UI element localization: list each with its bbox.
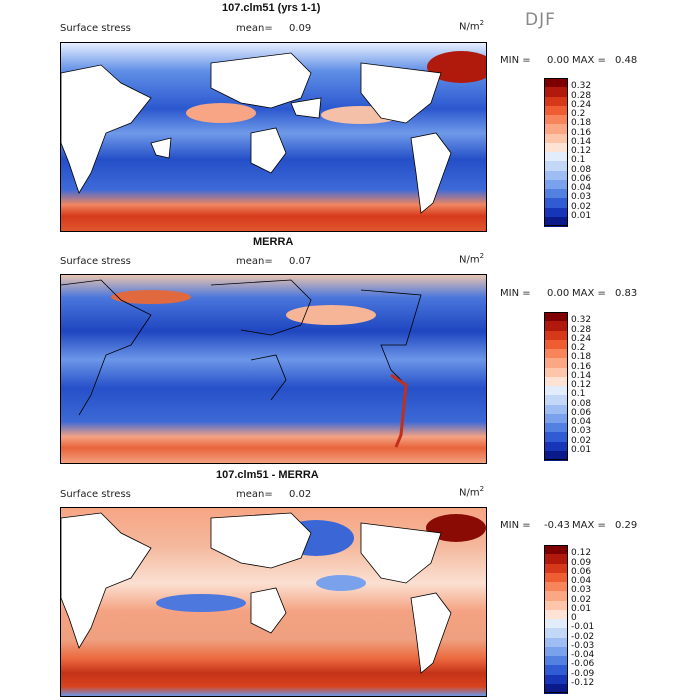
colorbar-tick-label: 0.2 — [571, 343, 586, 353]
panel-3-max-value: 0.29 — [615, 520, 638, 531]
panel-3-mean-value: 0.02 — [289, 489, 312, 500]
colorbar-tick-label: 0.04 — [571, 183, 592, 193]
colorbar-tick-label: 0.1 — [571, 155, 586, 166]
colorbar-tick-label: 0.24 — [571, 333, 592, 344]
colorbar-tick-label: 0.28 — [571, 90, 592, 101]
panel-3-map-svg — [61, 508, 486, 696]
colorbar-tick-label: 0.04 — [571, 576, 592, 586]
colorbar-swatch — [544, 450, 568, 461]
colorbar-tick-label: -0.09 — [571, 668, 595, 679]
colorbar-tick-label: -0.04 — [571, 650, 595, 660]
panel-1-units: N/m2 — [459, 19, 485, 33]
colorbar-swatch — [544, 216, 568, 227]
colorbar-tick-label: -0.12 — [571, 677, 595, 688]
colorbar-tick-label: 0.04 — [571, 417, 592, 427]
panel-1-mean-label: mean= — [236, 23, 273, 34]
panel-3-min-label: MIN = — [500, 520, 531, 531]
colorbar-tick-label: 0.16 — [571, 127, 592, 138]
colorbar-tick-label: 0.1 — [571, 389, 586, 400]
colorbar-tick-label: 0.03 — [571, 426, 592, 437]
panel-1-map — [60, 42, 487, 232]
colorbar-tick-label: -0.02 — [571, 631, 595, 642]
panel-1-map-svg — [61, 43, 486, 231]
colorbar-tick-label: 0.14 — [571, 136, 592, 147]
colorbar-tick-label: 0.01 — [571, 210, 592, 221]
panel-2-max-value: 0.83 — [615, 288, 638, 299]
panel-1-title: 107.clm51 (yrs 1-1) — [222, 2, 321, 14]
panel-1-max-label: MAX = — [572, 55, 606, 66]
panel-3-title: 107.clm51 - MERRA — [216, 469, 319, 481]
colorbar-tick-label: 0.06 — [571, 407, 592, 418]
panel-1-variable: Surface stress — [60, 23, 131, 34]
panel-1-max-value: 0.48 — [615, 55, 638, 66]
panel-3-variable: Surface stress — [60, 489, 131, 500]
panel-2-units: N/m2 — [459, 252, 485, 266]
panel-1-colorbar — [544, 78, 568, 227]
panel-2-min-label: MIN = — [500, 288, 531, 299]
colorbar-tick-label: 0.08 — [571, 164, 592, 175]
panel-1-mean-value: 0.09 — [289, 23, 312, 34]
panel-2-colorbar — [544, 312, 568, 461]
colorbar-tick-label: -0.03 — [571, 640, 595, 651]
panel-2-variable: Surface stress — [60, 256, 131, 267]
colorbar-tick-label: 0.12 — [571, 548, 592, 559]
colorbar-tick-label: 0.06 — [571, 566, 592, 577]
colorbar-tick-label: 0.03 — [571, 192, 592, 203]
panel-2-mean-label: mean= — [236, 256, 273, 267]
colorbar-tick-label: 0.02 — [571, 435, 592, 446]
colorbar-swatch — [544, 683, 568, 694]
colorbar-tick-label: -0.01 — [571, 622, 595, 633]
colorbar-tick-label: 0.32 — [571, 315, 592, 326]
colorbar-tick-label: 0.24 — [571, 99, 592, 110]
colorbar-tick-label: 0 — [571, 613, 577, 623]
panel-3-colorbar — [544, 545, 568, 694]
panel-1-min-value: 0.00 — [547, 55, 570, 66]
colorbar-tick-label: 0.32 — [571, 81, 592, 92]
colorbar-tick-label: -0.06 — [571, 659, 595, 670]
panel-3-min-value: -0.43 — [544, 520, 570, 531]
panel-2-map-svg — [61, 275, 486, 463]
panel-2-mean-value: 0.07 — [289, 256, 312, 267]
colorbar-tick-label: 0.01 — [571, 444, 592, 455]
panel-2-map — [60, 274, 487, 464]
panel-3-max-label: MAX = — [572, 520, 606, 531]
colorbar-tick-label: 0.16 — [571, 361, 592, 372]
panel-3-map — [60, 507, 487, 697]
colorbar-tick-label: 0.02 — [571, 594, 592, 605]
panel-1-min-label: MIN = — [500, 55, 531, 66]
panel-3-mean-label: mean= — [236, 489, 273, 500]
panel-2-max-label: MAX = — [572, 288, 606, 299]
colorbar-tick-label: 0.08 — [571, 398, 592, 409]
panel-2-min-value: 0.00 — [547, 288, 570, 299]
colorbar-tick-label: 0.2 — [571, 109, 586, 119]
colorbar-tick-label: 0.18 — [571, 118, 592, 129]
colorbar-tick-label: 0.12 — [571, 380, 592, 390]
colorbar-tick-label: 0.18 — [571, 352, 592, 363]
panel-1-land — [61, 52, 452, 214]
colorbar-tick-label: 0.14 — [571, 370, 592, 381]
colorbar-tick-label: 0.06 — [571, 173, 592, 184]
colorbar-tick-label: 0.28 — [571, 324, 592, 335]
panel-3-units: N/m2 — [459, 485, 485, 499]
panel-3-land — [61, 512, 452, 674]
colorbar-tick-label: 0.12 — [571, 146, 592, 156]
colorbar-tick-label: 0.01 — [571, 603, 592, 614]
panel-2-title: MERRA — [253, 236, 294, 248]
colorbar-tick-label: 0.09 — [571, 557, 592, 568]
colorbar-tick-label: 0.02 — [571, 201, 592, 212]
season-label: DJF — [525, 10, 556, 30]
colorbar-tick-label: 0.03 — [571, 585, 592, 596]
